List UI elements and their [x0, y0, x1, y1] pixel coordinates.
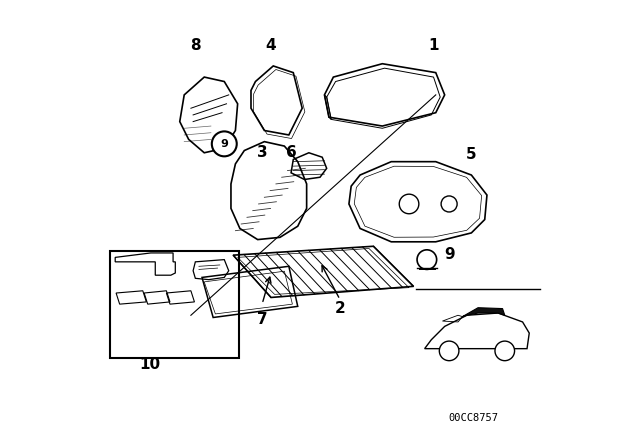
Text: 2: 2 [335, 301, 346, 316]
Text: 8: 8 [190, 39, 201, 53]
Text: 1: 1 [428, 39, 439, 53]
Polygon shape [463, 308, 505, 317]
Text: 9: 9 [220, 139, 228, 149]
Bar [110, 251, 239, 358]
Text: 10: 10 [140, 357, 161, 372]
Text: 3: 3 [257, 145, 268, 160]
Circle shape [212, 131, 237, 156]
Text: 5: 5 [466, 147, 477, 163]
Circle shape [439, 341, 459, 361]
Text: 7: 7 [257, 312, 268, 327]
Text: 4: 4 [266, 39, 276, 53]
Text: 9: 9 [444, 247, 454, 262]
Circle shape [495, 341, 515, 361]
Text: 00CC8757: 00CC8757 [449, 413, 499, 422]
Text: 6: 6 [285, 145, 296, 160]
